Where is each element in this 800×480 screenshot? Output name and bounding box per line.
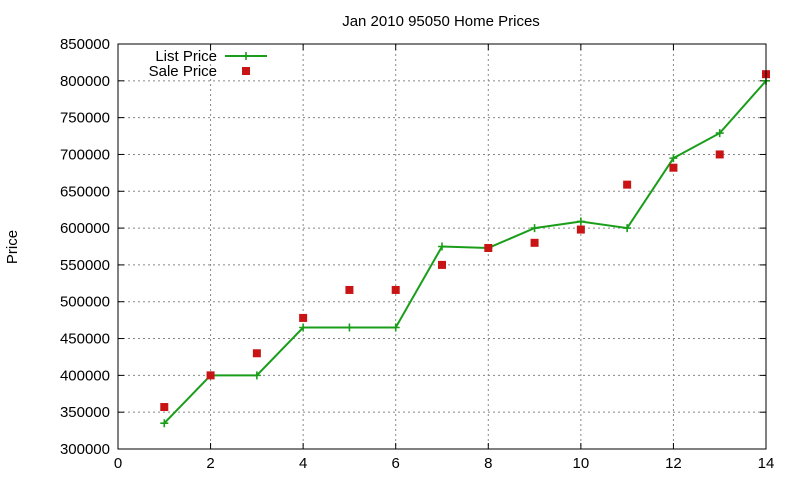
list-price-point [623, 224, 632, 233]
x-tick-label: 2 [206, 455, 214, 472]
list-price-point [576, 217, 585, 226]
sale-price-point [391, 285, 400, 294]
sale-price-point [299, 313, 308, 322]
grid-lines [118, 44, 766, 449]
y-tick-label: 300000 [60, 441, 110, 458]
sale-price-point [345, 285, 354, 294]
legend-label-sale-price: Sale Price [149, 63, 217, 80]
list-price-point [345, 323, 354, 332]
sale-price-point [669, 163, 678, 172]
list-price-point [160, 419, 169, 428]
x-tick-label: 8 [484, 455, 492, 472]
y-tick-label: 350000 [60, 404, 110, 421]
sale-price-point [252, 349, 261, 358]
sale-price-point [438, 260, 446, 269]
x-tick-label: 12 [665, 455, 682, 472]
list-price-point [669, 154, 678, 163]
chart-title: Jan 2010 95050 Home Prices [342, 13, 540, 30]
x-tick-label: 10 [573, 455, 590, 472]
x-tick-label: 6 [392, 455, 400, 472]
y-tick-label: 850000 [60, 36, 110, 53]
x-tick-label: 0 [114, 455, 122, 472]
y-tick-label: 700000 [60, 146, 110, 163]
list-price-point [438, 242, 446, 251]
axis-ticks: 0 2 4 6 8 10 12 14 300000 350000 400000 450000 50000… [60, 36, 774, 472]
sale-price-point [160, 403, 169, 412]
list-price-line [163, 80, 767, 424]
y-tick-label: 750000 [60, 110, 110, 127]
y-tick-label: 400000 [60, 367, 110, 384]
y-tick-label: 500000 [60, 294, 110, 311]
sale-price-point [484, 243, 493, 252]
y-tick-label: 450000 [60, 331, 110, 348]
sale-price-point [530, 238, 539, 247]
plot-area [160, 70, 770, 428]
sale-price-point [623, 180, 632, 189]
list-price-point [715, 129, 724, 138]
plot-frame [117, 43, 767, 450]
y-tick-label: 800000 [60, 73, 110, 90]
x-tick-label: 14 [758, 455, 775, 472]
sale-price-point [206, 371, 215, 380]
legend-marker-sale-price [242, 67, 250, 75]
list-price-point [299, 323, 308, 332]
list-price-point [530, 224, 539, 233]
list-price-point [252, 371, 261, 380]
y-tick-label: 600000 [60, 220, 110, 237]
y-tick-label: 650000 [60, 183, 110, 200]
legend-label-list-price: List Price [155, 48, 217, 65]
y-tick-label: 550000 [60, 257, 110, 274]
list-price-point [391, 323, 400, 332]
legend-marker-list-price [242, 52, 250, 60]
y-axis-label: Price [4, 230, 21, 264]
x-tick-label: 4 [299, 455, 307, 472]
sale-price-point [715, 150, 724, 159]
sale-price-point [576, 225, 585, 234]
